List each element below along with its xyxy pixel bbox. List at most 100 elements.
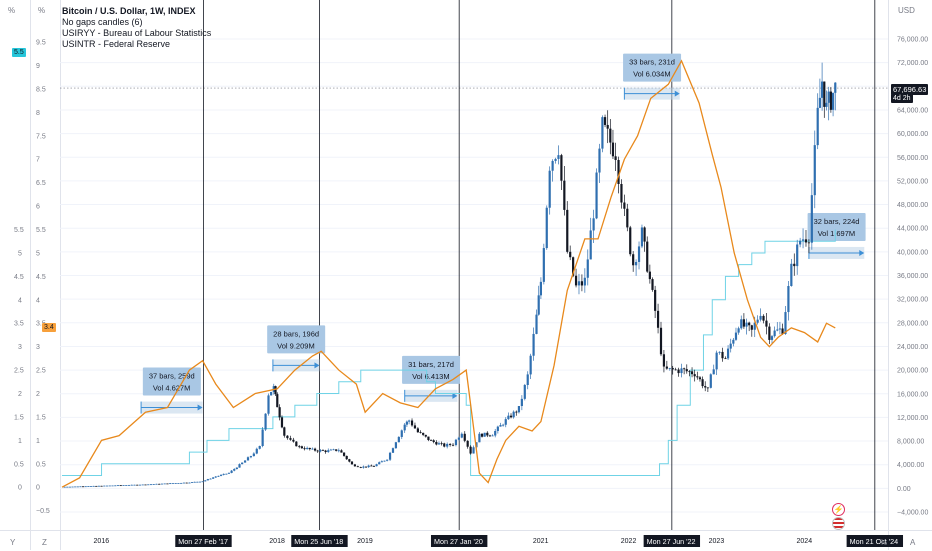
candle-body bbox=[831, 92, 835, 110]
candle-body bbox=[729, 343, 732, 349]
candle-body bbox=[437, 443, 441, 445]
right-price-scale[interactable] bbox=[888, 0, 932, 550]
price-tick-label: 72,000.00 bbox=[897, 60, 928, 67]
candle-body bbox=[193, 481, 196, 483]
event-icon-1[interactable]: ⚡ bbox=[832, 503, 845, 516]
candle-body bbox=[303, 448, 306, 450]
candle-body bbox=[372, 466, 376, 467]
candle-body bbox=[762, 315, 765, 321]
candle-body bbox=[793, 263, 796, 267]
candle-body bbox=[483, 432, 486, 437]
date-label-bg bbox=[175, 535, 232, 547]
candle-body bbox=[614, 156, 617, 160]
candle-body bbox=[230, 470, 233, 473]
candle-body bbox=[756, 319, 759, 323]
bottom-a-button[interactable]: A bbox=[910, 538, 916, 547]
price-tick-label: 32,000.00 bbox=[897, 297, 928, 304]
candle-body bbox=[125, 485, 128, 486]
legend-line2: No gaps candles (6) bbox=[62, 17, 143, 27]
candle-body bbox=[95, 485, 98, 487]
candle-body bbox=[185, 482, 188, 484]
candle-body bbox=[463, 433, 466, 441]
left-outer-tick-label: 0.5 bbox=[14, 461, 24, 468]
candle-body bbox=[796, 244, 799, 267]
time-axis[interactable] bbox=[0, 530, 932, 551]
flag-icon[interactable] bbox=[832, 517, 845, 530]
candle-body bbox=[144, 484, 147, 486]
candle-body bbox=[249, 456, 253, 458]
grid-lines bbox=[60, 38, 888, 513]
bottom-pct-button[interactable]: % bbox=[880, 538, 888, 547]
candle-body bbox=[206, 479, 209, 481]
candle-body bbox=[92, 485, 95, 487]
candle-body bbox=[209, 478, 212, 480]
candle-body bbox=[196, 481, 199, 483]
candle-body bbox=[300, 446, 303, 449]
candle-body bbox=[557, 155, 560, 159]
candle-body bbox=[606, 124, 609, 129]
candle-body bbox=[586, 259, 589, 278]
candle-body bbox=[108, 485, 111, 487]
candle-body bbox=[166, 483, 169, 485]
candle-body bbox=[737, 328, 740, 333]
candle-body bbox=[701, 379, 704, 387]
candle-body bbox=[548, 170, 551, 208]
candle-body bbox=[264, 413, 267, 430]
candle-body bbox=[416, 428, 419, 433]
candle-body bbox=[765, 320, 768, 327]
candle-body bbox=[348, 459, 351, 462]
candle-body bbox=[469, 446, 472, 454]
candle-body bbox=[295, 441, 298, 447]
candle-body bbox=[834, 82, 837, 93]
price-tick-label: 8,000.00 bbox=[897, 439, 924, 446]
candle-body bbox=[683, 368, 686, 370]
candle-body bbox=[491, 435, 494, 437]
candle-body bbox=[706, 387, 709, 389]
left-tick-label: 3 bbox=[36, 344, 40, 351]
candle-body bbox=[801, 239, 805, 241]
candle-body bbox=[566, 209, 569, 252]
candle-body bbox=[718, 351, 721, 353]
candle-body bbox=[386, 459, 389, 461]
candle-body bbox=[520, 398, 523, 407]
candle-body bbox=[289, 438, 292, 440]
candle-body bbox=[337, 450, 340, 452]
left-tick-label: 5.5 bbox=[36, 227, 46, 234]
candle-body bbox=[466, 440, 469, 447]
candle-body bbox=[680, 368, 683, 374]
candle-body bbox=[496, 426, 499, 431]
candle-body bbox=[198, 481, 202, 483]
candle-body bbox=[668, 367, 671, 369]
left-scale-inflation[interactable] bbox=[0, 0, 31, 550]
candle-body bbox=[380, 461, 383, 463]
candle-body bbox=[790, 263, 793, 287]
candle-body bbox=[233, 469, 236, 471]
candle-body bbox=[222, 473, 225, 475]
chart-legend[interactable]: Bitcoin / U.S. Dollar, 1W, INDEX No gaps… bbox=[62, 6, 211, 50]
candle-body bbox=[696, 376, 699, 378]
price-tick-label: 24,000.00 bbox=[897, 344, 928, 351]
candle-body bbox=[818, 97, 821, 108]
candle-body bbox=[823, 81, 826, 107]
candle-body bbox=[388, 452, 392, 460]
price-tick-label: 36,000.00 bbox=[897, 273, 928, 280]
candle-body bbox=[89, 486, 93, 487]
candle-body bbox=[321, 449, 325, 451]
candle-body bbox=[138, 484, 142, 486]
candle-body bbox=[405, 421, 408, 425]
price-tick-label: 48,000.00 bbox=[897, 202, 928, 209]
candle-body bbox=[574, 275, 578, 286]
candle-body bbox=[656, 310, 660, 328]
year-tick-label: 2018 bbox=[269, 538, 285, 545]
countdown-badge: 4d 2h bbox=[891, 94, 913, 103]
candle-body bbox=[690, 371, 694, 375]
candle-body bbox=[298, 446, 301, 448]
left-tick-label: 8.5 bbox=[36, 86, 46, 93]
bottom-z-button[interactable]: Z bbox=[42, 538, 47, 547]
candle-body bbox=[662, 354, 666, 367]
candle-body bbox=[71, 486, 74, 488]
candle-body bbox=[306, 447, 309, 450]
candle-body bbox=[362, 466, 365, 468]
bottom-y-button[interactable]: Y bbox=[10, 538, 16, 547]
